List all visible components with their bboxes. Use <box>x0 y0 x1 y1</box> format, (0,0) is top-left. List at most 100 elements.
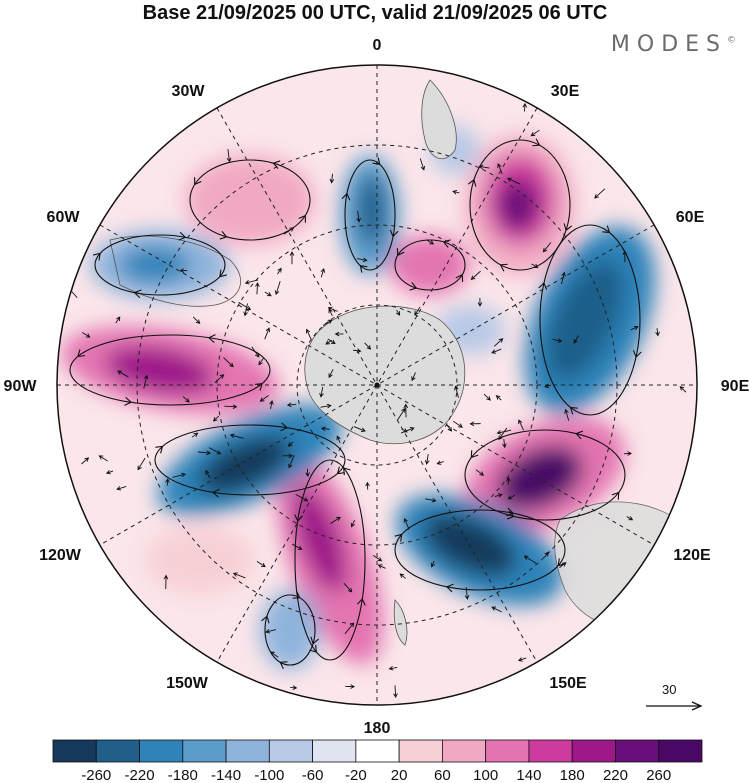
meridian-60e-120w <box>99 224 655 546</box>
wind-vector <box>542 242 552 253</box>
lon-label-90w: 90W <box>4 378 38 395</box>
streamline-arrow <box>409 282 418 291</box>
streamline-arrow <box>194 177 202 186</box>
wind-vector <box>251 346 260 358</box>
wind-vector <box>401 428 408 433</box>
wind-vector <box>544 383 552 389</box>
streamline-arrow <box>155 445 164 454</box>
wind-vector <box>208 447 222 455</box>
streamline-loop <box>539 224 641 416</box>
streamline-arrow <box>389 229 399 238</box>
streamline-arrow <box>445 583 454 593</box>
anomaly-field <box>57 65 697 705</box>
streamline-arrow <box>272 160 281 169</box>
positive-anomaly <box>390 235 470 295</box>
lon-label-30e: 30E <box>551 83 580 100</box>
negative-anomaly-core <box>546 259 624 381</box>
wind-vector <box>453 420 463 428</box>
wind-vector <box>287 441 294 447</box>
wind-vector <box>507 494 516 500</box>
streamline-loop <box>394 509 566 591</box>
streamline-loop <box>294 459 366 661</box>
wind-vector <box>624 451 633 456</box>
lon-label-60w: 60W <box>47 209 81 226</box>
wind-vector <box>292 543 303 550</box>
wind-vector <box>655 328 660 337</box>
lon-label-120w: 120W <box>39 547 82 564</box>
wind-vector <box>377 564 386 569</box>
wind-vector <box>353 348 362 354</box>
wind-vector <box>493 338 504 347</box>
wind-vector <box>356 257 368 263</box>
wind-vector <box>626 516 634 521</box>
wind-vector <box>518 419 524 431</box>
wind-vector <box>243 303 248 317</box>
wind-vector <box>630 325 639 331</box>
negative-anomaly-core <box>198 435 292 495</box>
streamline-arrow <box>506 507 515 517</box>
wind-vector <box>172 472 187 478</box>
wind-vector <box>356 210 361 223</box>
wind-vector <box>256 561 266 568</box>
wind-vector <box>464 587 470 600</box>
wind-vector <box>258 357 264 366</box>
wind-vector <box>179 268 188 273</box>
wind-vector <box>288 455 295 469</box>
streamline-arrow <box>356 597 366 606</box>
wind-scale-label: 30 <box>662 682 677 697</box>
wind-vector <box>182 396 190 403</box>
wind-vector <box>264 291 272 297</box>
wind-vector <box>388 665 398 671</box>
streamline-arrow <box>470 450 479 459</box>
wind-vector <box>478 164 490 170</box>
streamline-arrow <box>442 239 451 248</box>
negative-anomaly-core <box>358 175 386 245</box>
wind-vector <box>523 555 537 564</box>
streamline-arrow <box>178 231 187 241</box>
streamline-arrow <box>207 334 216 344</box>
wind-vector <box>238 301 252 311</box>
streamline-loop <box>264 594 316 666</box>
wind-vector <box>117 370 129 378</box>
streamline-arrow <box>575 430 584 440</box>
streamline-loop <box>344 159 396 271</box>
wind-vector <box>452 189 460 195</box>
wind-vector <box>282 453 294 459</box>
wind-vector <box>320 426 330 432</box>
wind-vector <box>116 486 127 491</box>
wind-vector <box>98 455 108 462</box>
wind-vector <box>561 271 566 285</box>
streamline-arrow <box>342 467 351 476</box>
wind-vector <box>573 335 579 344</box>
streamline-arrow <box>294 514 304 523</box>
streamline-arrow <box>499 263 508 272</box>
wind-vector <box>305 328 312 341</box>
wind-vector <box>244 279 259 285</box>
modes-logo: MODES© <box>611 32 736 57</box>
streamline-arrow <box>372 157 381 166</box>
wind-vector <box>232 572 246 579</box>
streamline-arrow <box>602 225 611 234</box>
wind-vector <box>426 239 435 245</box>
wind-vector <box>165 478 170 486</box>
wind-vector <box>81 457 90 465</box>
wind-vector <box>192 316 201 325</box>
wind-vector <box>430 560 436 568</box>
streamline-loop <box>189 159 311 241</box>
wind-vector <box>334 331 344 337</box>
wind-vector <box>329 173 335 184</box>
wind-vector <box>328 308 333 316</box>
wind-vector <box>344 622 355 635</box>
streamline-arrow <box>309 644 318 653</box>
streamline-arrow <box>394 533 403 542</box>
wind-vector <box>115 316 121 324</box>
streamline-arrow <box>292 591 301 599</box>
streamline-arrow <box>396 248 405 257</box>
wind-vector <box>491 606 502 613</box>
wind-vector <box>343 582 353 593</box>
streamline-arrow <box>254 382 263 391</box>
wind-vector <box>214 374 225 384</box>
streamline-arrow <box>341 192 351 201</box>
lon-label-30w: 30W <box>172 83 206 100</box>
wind-vector <box>419 158 426 171</box>
